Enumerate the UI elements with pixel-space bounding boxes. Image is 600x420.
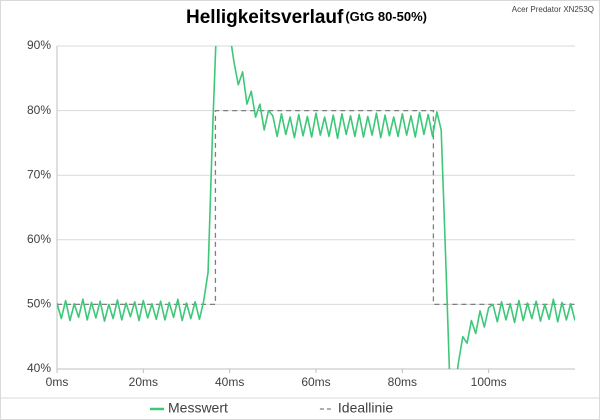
y-tick-label: 50%: [27, 297, 51, 311]
series-line: [57, 109, 575, 306]
y-tick-label: 40%: [27, 361, 51, 375]
x-tick-label: 100ms: [471, 375, 507, 389]
y-tick-label: 90%: [27, 38, 51, 52]
y-tick-label: 60%: [27, 232, 51, 246]
x-tick-label: 40ms: [215, 375, 244, 389]
x-tick-label: 60ms: [301, 375, 330, 389]
annotation: Acer Predator XN253Q: [512, 5, 594, 14]
chart-title-block: Helligkeitsverlauf (GtG 80-50%): [186, 7, 427, 28]
x-tick-label: 0ms: [46, 375, 69, 389]
legend-label: Messwert: [168, 400, 228, 416]
y-tick-label: 80%: [27, 103, 51, 117]
legend-label: Ideallinie: [338, 400, 393, 416]
series-line: [57, 46, 575, 369]
chart-title: Helligkeitsverlauf: [186, 7, 344, 28]
x-tick-label: 20ms: [129, 375, 158, 389]
y-tick-label: 70%: [27, 167, 51, 181]
x-tick-label: 80ms: [388, 375, 417, 389]
chart-subtitle: (GtG 80-50%): [345, 9, 427, 24]
